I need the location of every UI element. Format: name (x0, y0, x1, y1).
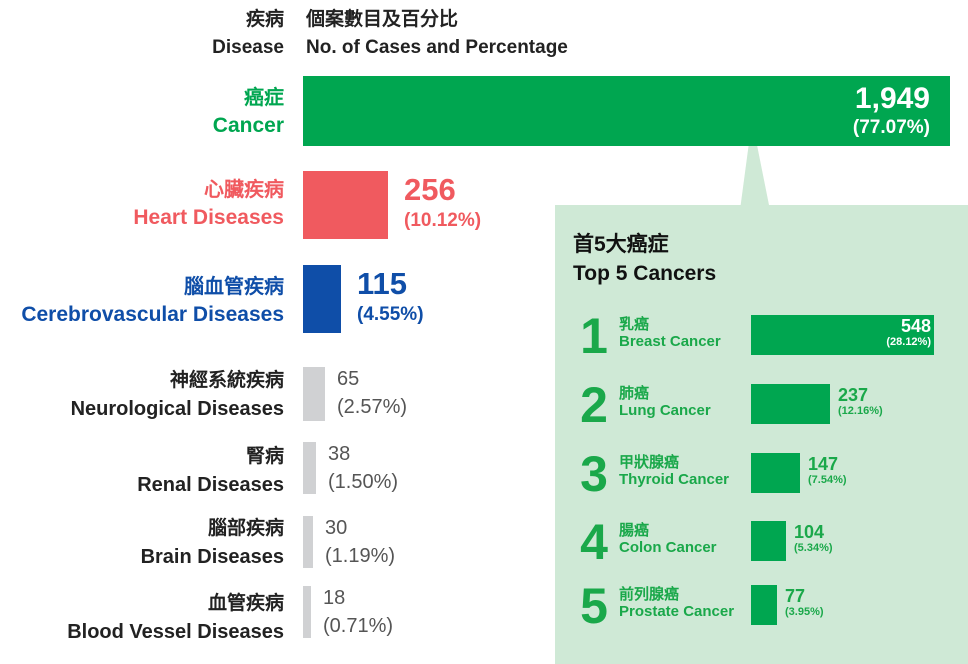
value-percent: (77.07%) (852, 117, 930, 138)
cancer-value-percent: (7.54%) (808, 474, 847, 486)
cancer-value-lung-cancer: 237 (12.16%) (838, 385, 883, 418)
value-label-renal-diseases: 38 (1.50%) (328, 440, 398, 496)
cancer-value-breast-cancer: 548 (28.12%) (886, 316, 931, 349)
cancer-name-zh: 肺癌 (619, 385, 650, 402)
cancer-value-number: 147 (808, 454, 839, 474)
cancer-name-zh: 甲狀腺癌 (619, 454, 680, 471)
bar-blood-vessel-diseases (303, 586, 311, 638)
bar-brain-diseases (303, 516, 313, 568)
panel-pointer (740, 120, 770, 210)
label-en: Cerebrovascular Diseases (21, 303, 284, 326)
label-heart-diseases: 心臟疾病 Heart Diseases (133, 176, 284, 232)
cancer-value-number: 104 (794, 522, 825, 542)
cancer-name-en: Breast Cancer (619, 333, 721, 350)
cancer-name-zh: 前列腺癌 (619, 586, 680, 603)
label-en: Heart Diseases (133, 206, 284, 229)
cancer-name-zh: 腸癌 (619, 522, 650, 539)
header-category-en: Disease (212, 37, 284, 58)
bar-cerebrovascular-diseases (303, 265, 341, 333)
cancer-value-percent: (5.34%) (794, 542, 833, 554)
cancer-name-thyroid-cancer: 甲狀腺癌 Thyroid Cancer (619, 454, 729, 488)
label-en: Neurological Diseases (70, 398, 284, 420)
label-zh: 血管疾病 (207, 593, 284, 614)
label-neurological-diseases: 神經系統疾病 Neurological Diseases (71, 367, 284, 423)
cancer-bar-thyroid-cancer (751, 453, 800, 493)
top5-title-zh: 首5大癌症 (573, 233, 669, 256)
bar-renal-diseases (303, 442, 316, 494)
label-en: Blood Vessel Diseases (67, 621, 284, 643)
top5-title-en: Top 5 Cancers (573, 262, 717, 285)
cancer-value-percent: (12.16%) (838, 405, 883, 417)
cancer-value-colon-cancer: 104 (5.34%) (794, 522, 833, 555)
value-number: 115 (357, 266, 408, 301)
value-number: 38 (328, 443, 351, 465)
value-number: 1,949 (854, 82, 930, 115)
cancer-value-number: 548 (900, 316, 931, 336)
cancer-value-prostate-cancer: 77 (3.95%) (785, 586, 824, 619)
cancer-name-breast-cancer: 乳癌 Breast Cancer (619, 316, 721, 350)
label-en: Renal Diseases (137, 474, 284, 496)
cancer-name-lung-cancer: 肺癌 Lung Cancer (619, 385, 711, 419)
rank-1: 1 (580, 308, 608, 364)
cancer-value-number: 77 (785, 586, 806, 606)
value-percent: (10.12%) (404, 210, 482, 231)
label-brain-diseases: 腦部疾病 Brain Diseases (141, 515, 284, 571)
value-number: 256 (404, 172, 456, 207)
value-label-heart-diseases: 256 (10.12%) (404, 173, 481, 235)
cancer-value-percent: (28.12%) (886, 336, 931, 348)
label-zh: 癌症 (244, 87, 284, 109)
cancer-value-percent: (3.95%) (785, 606, 824, 618)
bar-neurological-diseases (303, 367, 325, 421)
value-number: 30 (325, 517, 348, 539)
value-label-neurological-diseases: 65 (2.57%) (337, 365, 407, 421)
value-label-blood-vessel-diseases: 18 (0.71%) (323, 584, 393, 640)
value-label-brain-diseases: 30 (1.19%) (325, 514, 395, 570)
cancer-name-en: Thyroid Cancer (619, 471, 730, 488)
label-en: Cancer (212, 114, 284, 137)
cancer-name-en: Prostate Cancer (619, 603, 735, 620)
cancer-bar-prostate-cancer (751, 585, 777, 625)
value-percent: (4.55%) (357, 304, 424, 325)
value-percent: (2.57%) (337, 396, 408, 418)
cancer-value-number: 237 (838, 385, 869, 405)
cancer-name-en: Colon Cancer (619, 539, 717, 556)
header-measure: 個案數目及百分比 No. of Cases and Percentage (306, 6, 568, 62)
label-zh: 腦部疾病 (207, 518, 284, 539)
cancer-bar-colon-cancer (751, 521, 786, 561)
rank-5: 5 (580, 578, 608, 634)
header-measure-en: No. of Cases and Percentage (306, 37, 568, 58)
value-label-cerebrovascular-diseases: 115 (4.55%) (357, 267, 424, 329)
cancer-name-zh: 乳癌 (619, 316, 650, 333)
rank-3: 3 (580, 446, 608, 502)
cancer-name-colon-cancer: 腸癌 Colon Cancer (619, 522, 717, 556)
label-cerebrovascular-diseases: 腦血管疾病 Cerebrovascular Diseases (21, 273, 284, 329)
value-percent: (0.71%) (323, 615, 394, 637)
label-blood-vessel-diseases: 血管疾病 Blood Vessel Diseases (67, 590, 284, 646)
cancer-value-thyroid-cancer: 147 (7.54%) (808, 454, 847, 487)
value-percent: (1.50%) (328, 471, 399, 493)
cancer-name-en: Lung Cancer (619, 402, 711, 419)
bar-cancer (303, 76, 950, 146)
label-zh: 腎病 (245, 446, 284, 467)
label-zh: 心臟疾病 (204, 179, 284, 201)
label-cancer: 癌症 Cancer (213, 84, 284, 140)
label-zh: 神經系統疾病 (169, 370, 284, 391)
header-measure-zh: 個案數目及百分比 (306, 9, 459, 30)
value-number: 65 (337, 368, 360, 390)
value-percent: (1.19%) (325, 545, 396, 567)
label-renal-diseases: 腎病 Renal Diseases (137, 443, 284, 499)
bar-heart-diseases (303, 171, 388, 239)
rank-4: 4 (580, 514, 608, 570)
cancer-bar-lung-cancer (751, 384, 830, 424)
value-label-cancer: 1,949 (77.07%) (853, 82, 930, 140)
cancer-name-prostate-cancer: 前列腺癌 Prostate Cancer (619, 586, 734, 620)
label-en: Brain Diseases (140, 546, 284, 568)
rank-2: 2 (580, 377, 608, 433)
header-category: 疾病 Disease (212, 6, 284, 62)
cancer-bar-breast-cancer (751, 315, 934, 355)
label-zh: 腦血管疾病 (184, 276, 284, 298)
value-number: 18 (323, 587, 346, 609)
header-category-zh: 疾病 (245, 9, 284, 30)
